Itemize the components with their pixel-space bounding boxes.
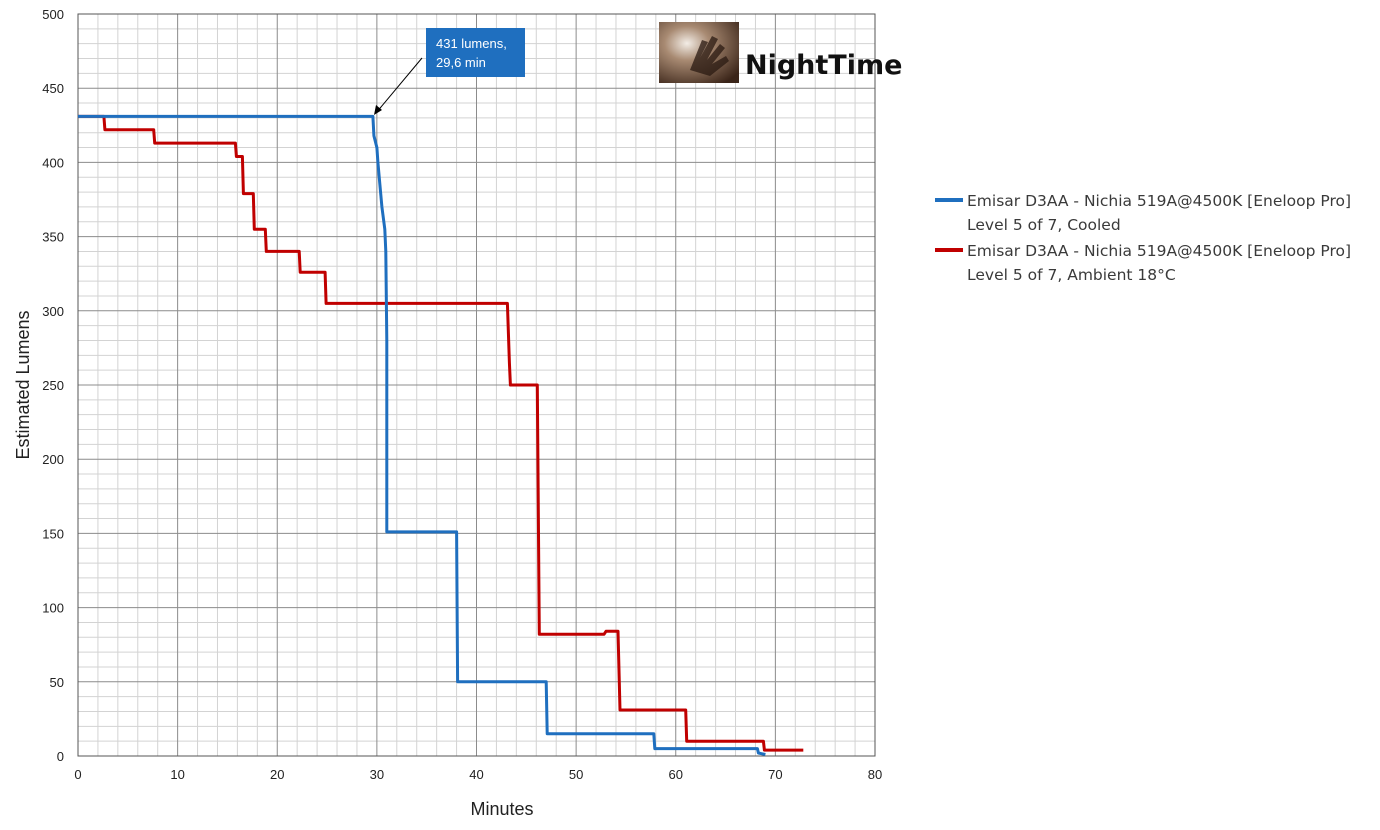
y-tick-label: 500: [42, 7, 64, 22]
x-tick-label: 30: [370, 767, 384, 782]
x-tick-label: 20: [270, 767, 284, 782]
y-tick-label: 350: [42, 230, 64, 245]
legend-label-ambient-line-2: Level 5 of 7, Ambient 18°C: [967, 266, 1176, 284]
callout-annotation: 431 lumens, 29,6 min: [374, 28, 525, 115]
nighttime-logo: NightTime: [659, 22, 902, 83]
series-layer: [78, 114, 804, 756]
y-tick-label: 400: [42, 155, 64, 170]
x-tick-label: 0: [74, 767, 81, 782]
x-tick-label: 10: [170, 767, 184, 782]
y-tick-label: 50: [50, 675, 64, 690]
x-axis-title: Minutes: [470, 799, 533, 819]
y-tick-label: 250: [42, 378, 64, 393]
legend-label-cooled-line-1: Emisar D3AA - Nichia 519A@4500K [Eneloop…: [967, 192, 1351, 210]
hand-icon: [690, 36, 729, 76]
x-tick-label: 40: [469, 767, 483, 782]
y-tick-label: 300: [42, 304, 64, 319]
y-tick-label: 450: [42, 81, 64, 96]
legend-label-ambient-line-1: Emisar D3AA - Nichia 519A@4500K [Eneloop…: [967, 242, 1351, 260]
x-tick-label: 50: [569, 767, 583, 782]
callout-line-1: 431 lumens,: [436, 36, 507, 51]
y-tick-label: 0: [57, 749, 64, 764]
y-axis-title: Estimated Lumens: [13, 310, 33, 459]
logo-text: NightTime: [745, 50, 902, 81]
callout-arrow-head: [374, 105, 382, 115]
series-line-cooled: [78, 114, 766, 756]
y-tick-label: 100: [42, 601, 64, 616]
x-tick-labels: 0 10 20 30 40 50 60 70 80: [74, 767, 882, 782]
callout-line-2: 29,6 min: [436, 55, 486, 70]
series-line-ambient: [78, 114, 804, 752]
x-tick-label: 60: [669, 767, 683, 782]
y-tick-label: 200: [42, 452, 64, 467]
y-tick-label: 150: [42, 526, 64, 541]
y-tick-labels: 0 50 100 150 200 250 300 350 400 450 500: [42, 7, 64, 764]
callout-arrow-line: [375, 57, 423, 114]
legend: Emisar D3AA - Nichia 519A@4500K [Eneloop…: [935, 192, 1351, 284]
plot-border: [77, 13, 876, 757]
x-tick-label: 80: [868, 767, 882, 782]
x-tick-label: 70: [768, 767, 782, 782]
legend-label-cooled-line-2: Level 5 of 7, Cooled: [967, 216, 1121, 234]
callout-box: [426, 28, 525, 77]
